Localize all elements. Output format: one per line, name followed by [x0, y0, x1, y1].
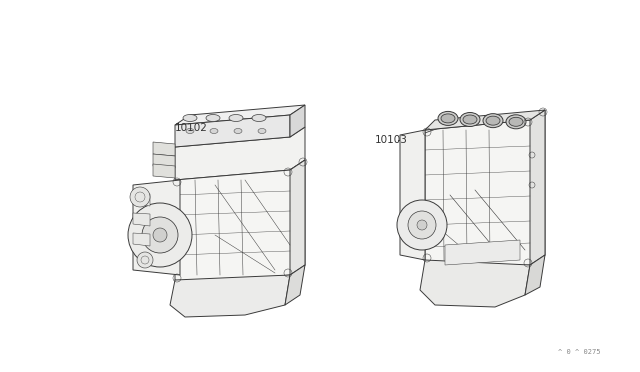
Polygon shape — [153, 154, 175, 168]
Ellipse shape — [463, 115, 477, 124]
Circle shape — [130, 187, 150, 207]
Ellipse shape — [210, 128, 218, 134]
Ellipse shape — [234, 128, 242, 134]
Ellipse shape — [229, 115, 243, 122]
Text: ^ 0 ^ 0275: ^ 0 ^ 0275 — [557, 349, 600, 355]
Polygon shape — [400, 130, 425, 260]
Ellipse shape — [460, 112, 480, 126]
Text: 10102: 10102 — [175, 123, 208, 133]
Ellipse shape — [509, 117, 523, 126]
Circle shape — [397, 200, 447, 250]
Polygon shape — [175, 105, 305, 125]
Circle shape — [142, 217, 178, 253]
Polygon shape — [175, 127, 305, 180]
Polygon shape — [425, 110, 545, 270]
Circle shape — [137, 252, 153, 268]
Ellipse shape — [483, 114, 503, 128]
Polygon shape — [133, 233, 150, 246]
Polygon shape — [133, 180, 180, 275]
Polygon shape — [133, 193, 150, 206]
Ellipse shape — [258, 128, 266, 134]
Circle shape — [128, 203, 192, 267]
Polygon shape — [170, 275, 290, 317]
Ellipse shape — [206, 115, 220, 122]
Ellipse shape — [506, 115, 526, 129]
Ellipse shape — [252, 115, 266, 122]
Polygon shape — [285, 265, 305, 305]
Polygon shape — [290, 160, 305, 275]
Ellipse shape — [441, 114, 455, 123]
Circle shape — [417, 220, 427, 230]
Polygon shape — [133, 213, 150, 226]
Polygon shape — [420, 260, 530, 307]
Polygon shape — [153, 142, 175, 156]
Ellipse shape — [486, 116, 500, 125]
Ellipse shape — [183, 115, 197, 122]
Polygon shape — [175, 160, 305, 285]
Polygon shape — [425, 110, 545, 130]
Ellipse shape — [438, 111, 458, 125]
Circle shape — [408, 211, 436, 239]
Polygon shape — [445, 240, 520, 265]
Polygon shape — [530, 110, 545, 265]
Polygon shape — [153, 164, 175, 178]
Circle shape — [153, 228, 167, 242]
Polygon shape — [290, 105, 305, 137]
Polygon shape — [175, 115, 290, 147]
Polygon shape — [525, 255, 545, 295]
Text: 10103: 10103 — [375, 135, 408, 145]
Ellipse shape — [186, 128, 194, 134]
